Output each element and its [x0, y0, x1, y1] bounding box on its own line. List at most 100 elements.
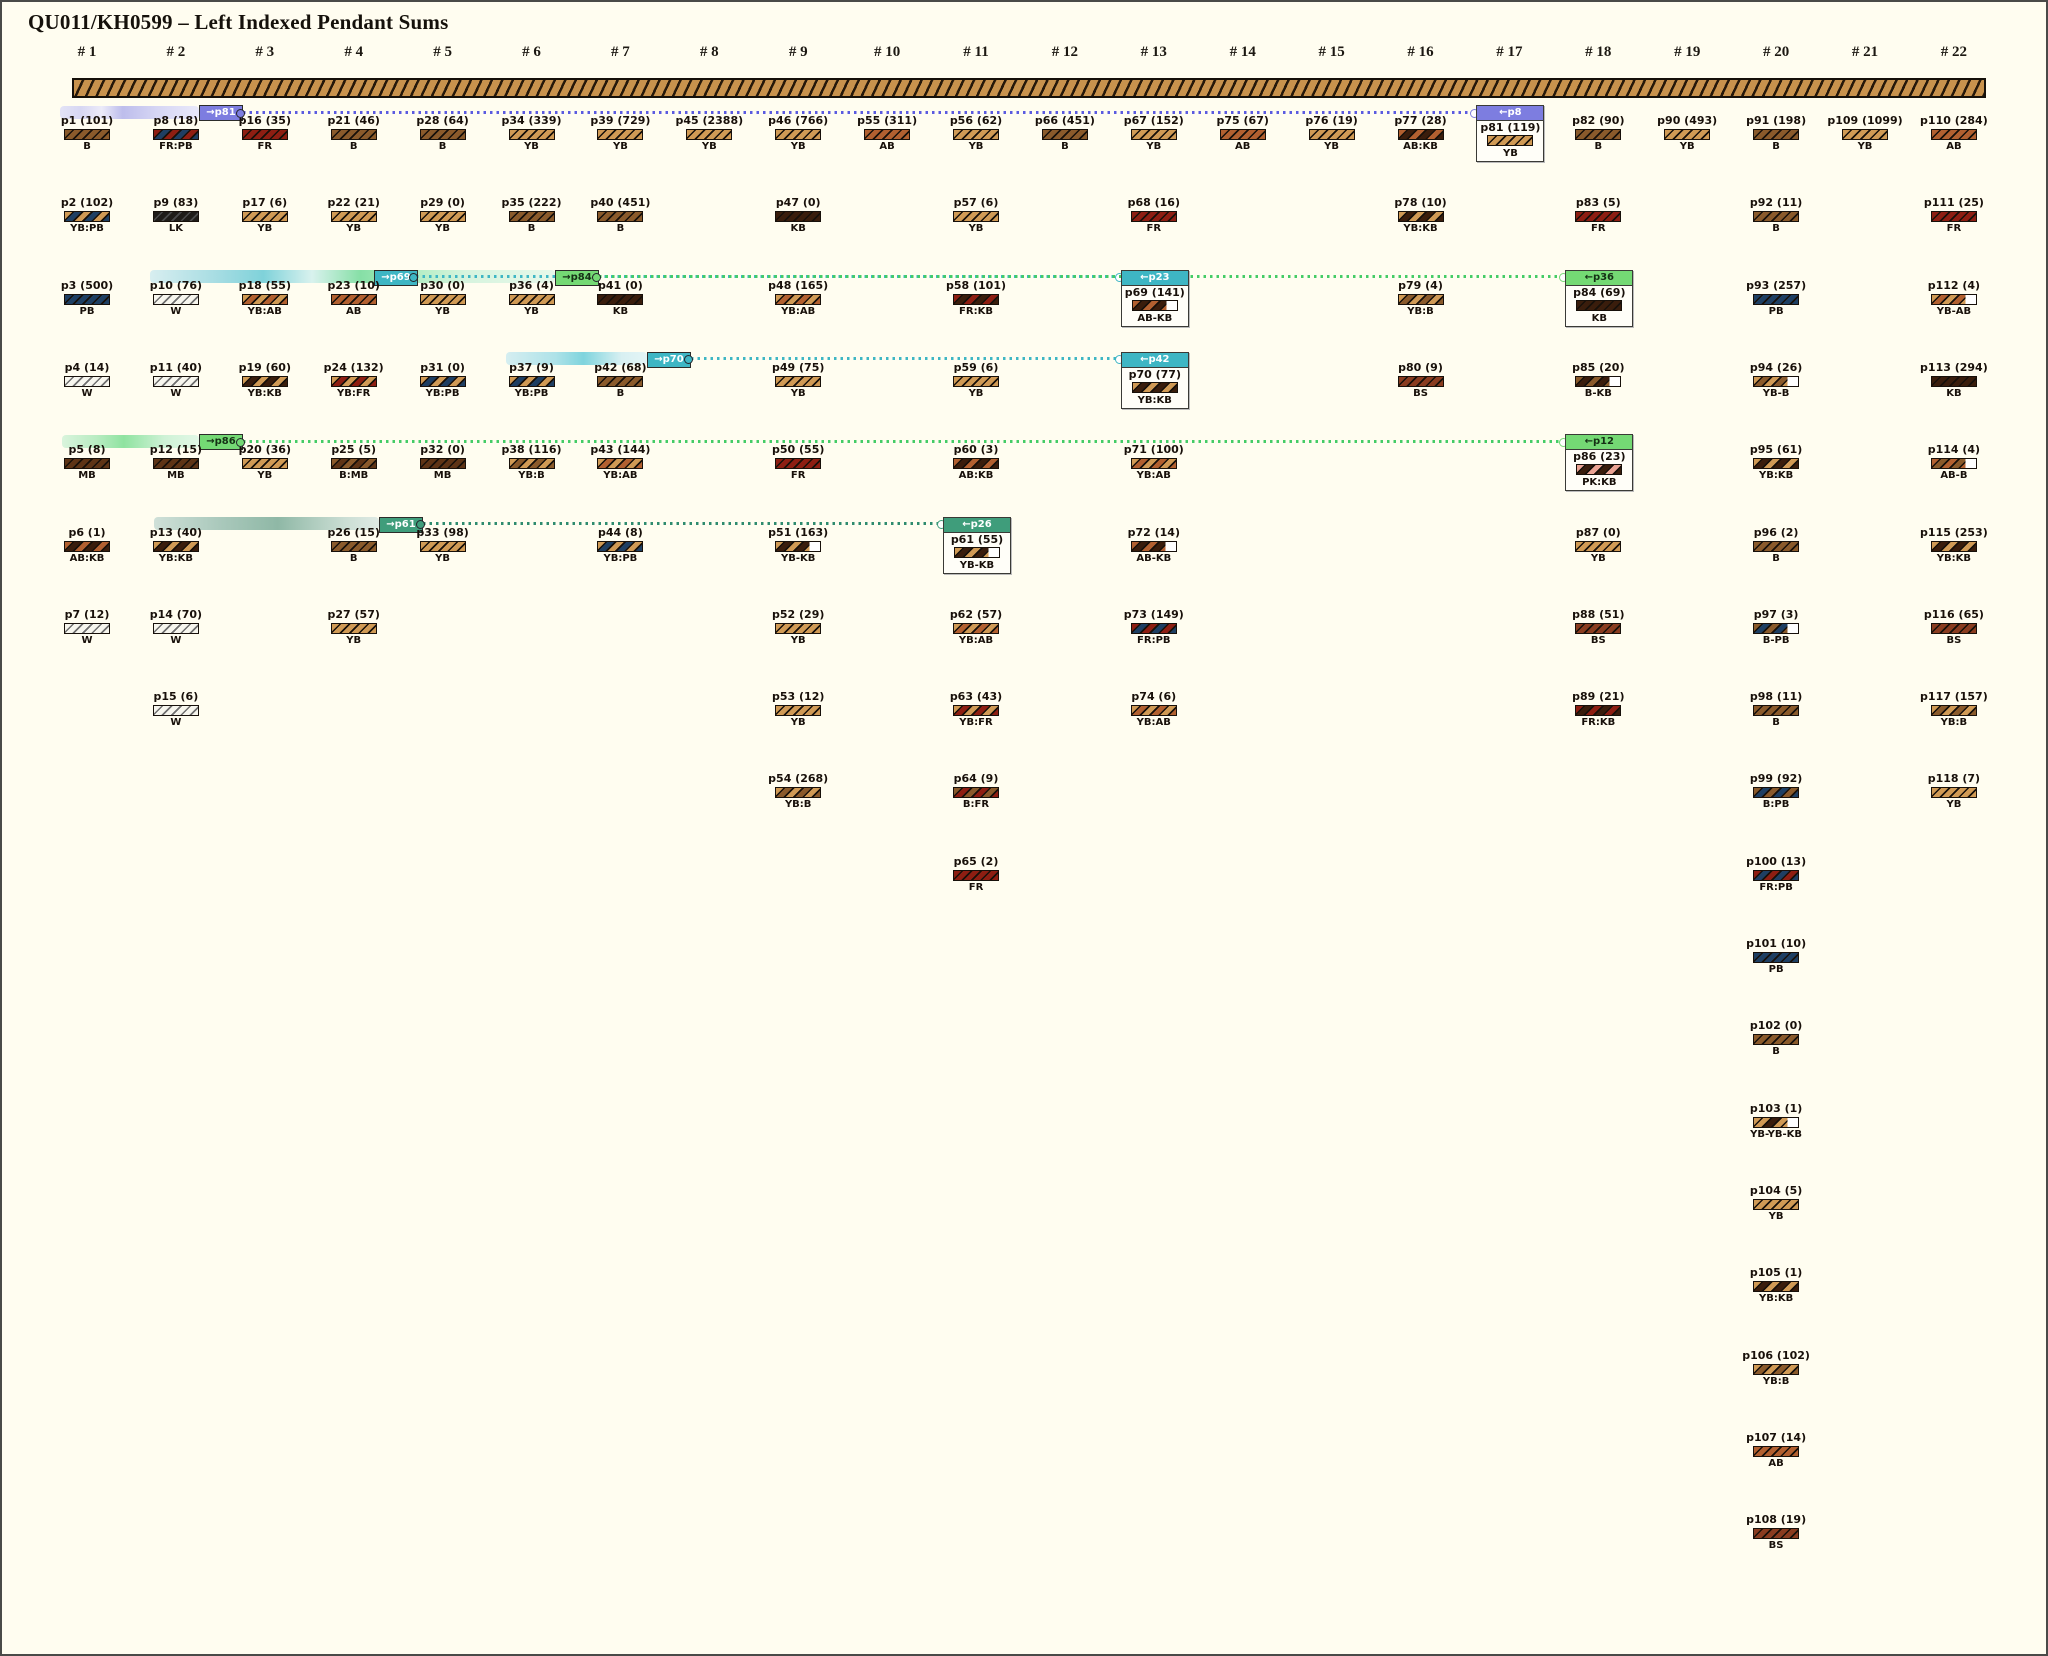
column-header-7: # 7: [611, 44, 630, 60]
pendant-p9: p9 (83) LK: [136, 197, 216, 235]
pendant-label-p81: p81 (119): [1480, 121, 1541, 134]
pendant-color-code-p109: YB: [1857, 141, 1873, 152]
pendant-cord-bar-p95: [1753, 458, 1800, 470]
pendant-color-code-p101: PB: [1768, 964, 1784, 975]
pendant-color-code-p8: FR:PB: [159, 141, 193, 152]
pendant-p72: p72 (14) AB-KB: [1114, 526, 1194, 565]
pendant-color-code-p81: YB: [1502, 148, 1518, 159]
pendant-p54: p54 (268) YB:B: [758, 773, 838, 811]
pendant-label-p47: p47 (0): [775, 196, 821, 210]
pendant-p56: p56 (62) YB: [936, 115, 1016, 153]
pendant-cord-bar-p7: [64, 622, 110, 634]
pendant-label-p80: p80 (9): [1398, 360, 1443, 374]
pendant-color-code-p67: YB: [1146, 141, 1162, 152]
pendant-color-code-p50: FR: [790, 470, 806, 482]
pendant-color-code-p20: YB: [257, 470, 273, 482]
pendant-label-p109: p109 (1099): [1827, 114, 1903, 127]
pendant-label-p29: p29 (0): [420, 196, 465, 210]
pendant-color-code-p12: MB: [167, 470, 185, 482]
pendant-p1: p1 (101) B: [47, 115, 127, 153]
pendant-label-p51: p51 (163): [768, 525, 829, 539]
pendant-label-p94: p94 (26): [1749, 360, 1803, 374]
pendant-cord-bar-p18: [241, 293, 288, 305]
pendant-label-p114: p114 (4): [1927, 443, 1981, 457]
pendant-cord-bar-p74: [1130, 705, 1177, 717]
pendant-color-code-p106: YB:B: [1762, 1375, 1790, 1387]
pendant-cord-bar-p13: [152, 540, 199, 552]
pendant-cord-bar-p72: [1130, 540, 1177, 552]
pendant-cord-bar-p115: [1930, 540, 1977, 552]
pendant-color-code-p113: KB: [1946, 387, 1962, 399]
pendant-label-p54: p54 (268): [768, 772, 829, 786]
column-header-15: # 15: [1318, 44, 1345, 60]
pendant-cord-bar-p93: [1753, 293, 1800, 305]
pendant-color-code-p41: KB: [612, 305, 629, 317]
pendant-label-p18: p18 (55): [238, 278, 291, 292]
pendant-color-code-p33: YB: [435, 552, 451, 564]
pendant-color-code-p100: FR:PB: [1759, 881, 1793, 893]
pendant-color-code-p83: FR: [1591, 223, 1606, 235]
pendant-label-p107: p107 (14): [1746, 1430, 1807, 1444]
pendant-label-p43: p43 (144): [590, 443, 651, 457]
pendant-label-p93: p93 (257): [1746, 278, 1807, 292]
pendant-p93: p93 (257) PB: [1736, 278, 1816, 318]
pendant-label-p105: p105 (1): [1749, 1266, 1803, 1280]
pendant-cord-bar-p92: [1753, 211, 1800, 223]
pendant-p11: p11 (40) W: [136, 361, 216, 400]
sum-link-line-p70: [691, 357, 1118, 361]
pendant-p29: p29 (0) YB: [403, 197, 483, 235]
pendant-color-code-p42: B: [616, 387, 625, 399]
pendant-p18: p18 (55) YB:AB: [225, 278, 305, 318]
pendant-cord-bar-p16: [241, 129, 288, 140]
pendant-cord-bar-p35: [508, 211, 555, 223]
pendant-cord-bar-p50: [775, 458, 822, 470]
pendant-p76: p76 (19) YB: [1292, 115, 1372, 153]
pendant-p8: p8 (18) FR:PB: [136, 115, 216, 153]
pendant-cord-bar-p83: [1575, 211, 1622, 223]
pendant-label-p45: p45 (2388): [675, 114, 744, 127]
pendant-color-code-p51: YB-KB: [780, 552, 816, 564]
column-header-9: # 9: [788, 44, 808, 60]
pendant-label-p98: p98 (11): [1749, 690, 1803, 704]
pendant-color-code-p21: B: [349, 141, 358, 152]
pendant-color-code-p45: YB: [701, 141, 717, 152]
pendant-cord-bar-p69: [1131, 299, 1178, 311]
pendant-p24: p24 (132) YB:FR: [314, 360, 394, 400]
pendant-cord-bar-p36: [508, 293, 555, 305]
pendant-cord-bar-p87: [1575, 540, 1622, 552]
pendant-color-code-p98: B: [1772, 717, 1780, 729]
pendant-p73: p73 (149) FR:PB: [1114, 608, 1194, 647]
pendant-cord-bar-p21: [330, 129, 377, 140]
pendant-label-p4: p4 (14): [64, 360, 110, 374]
pendant-p48: p48 (165) YB:AB: [758, 279, 838, 318]
pendant-cord-bar-p41: [597, 293, 644, 305]
pendant-cord-bar-p34: [508, 129, 555, 140]
column-header-17: # 17: [1496, 44, 1523, 60]
pendant-color-code-p111: FR: [1946, 223, 1962, 235]
pendant-cord-bar-p54: [775, 787, 822, 799]
pendant-color-code-p87: YB: [1590, 552, 1606, 564]
pendant-label-p24: p24 (132): [323, 360, 384, 374]
pendant-p60: p60 (3) AB:KB: [936, 444, 1016, 482]
pendant-label-p88: p88 (51): [1572, 607, 1625, 621]
pendant-p65: p65 (2) FR: [936, 855, 1016, 894]
column-header-8: # 8: [699, 44, 719, 60]
pendant-cord-bar-p32: [419, 458, 466, 470]
pendant-color-code-p15: W: [170, 717, 182, 729]
pendant-p110: p110 (284) AB: [1914, 115, 1994, 153]
pendant-cord-bar-p59: [953, 375, 999, 387]
pendant-p3: p3 (500) PB: [47, 279, 127, 318]
pendant-p101: p101 (10) PB: [1736, 938, 1816, 976]
pendant-color-code-p59: YB: [968, 387, 984, 399]
pendant-cord-bar-p56: [953, 129, 999, 140]
pendant-label-p28: p28 (64): [416, 114, 469, 127]
pendant-label-p41: p41 (0): [598, 278, 643, 292]
pendant-p33: p33 (98) YB: [403, 526, 483, 565]
pendant-cord-bar-p60: [953, 458, 999, 470]
pendant-p21: p21 (46) B: [314, 115, 394, 153]
pendant-label-p1: p1 (101): [60, 114, 114, 127]
pendant-cord-bar-p27: [330, 622, 377, 634]
pendant-p44: p44 (8) YB:PB: [580, 526, 660, 565]
pendant-p22: p22 (21) YB: [314, 197, 394, 235]
pendant-label-p42: p42 (68): [594, 360, 647, 374]
